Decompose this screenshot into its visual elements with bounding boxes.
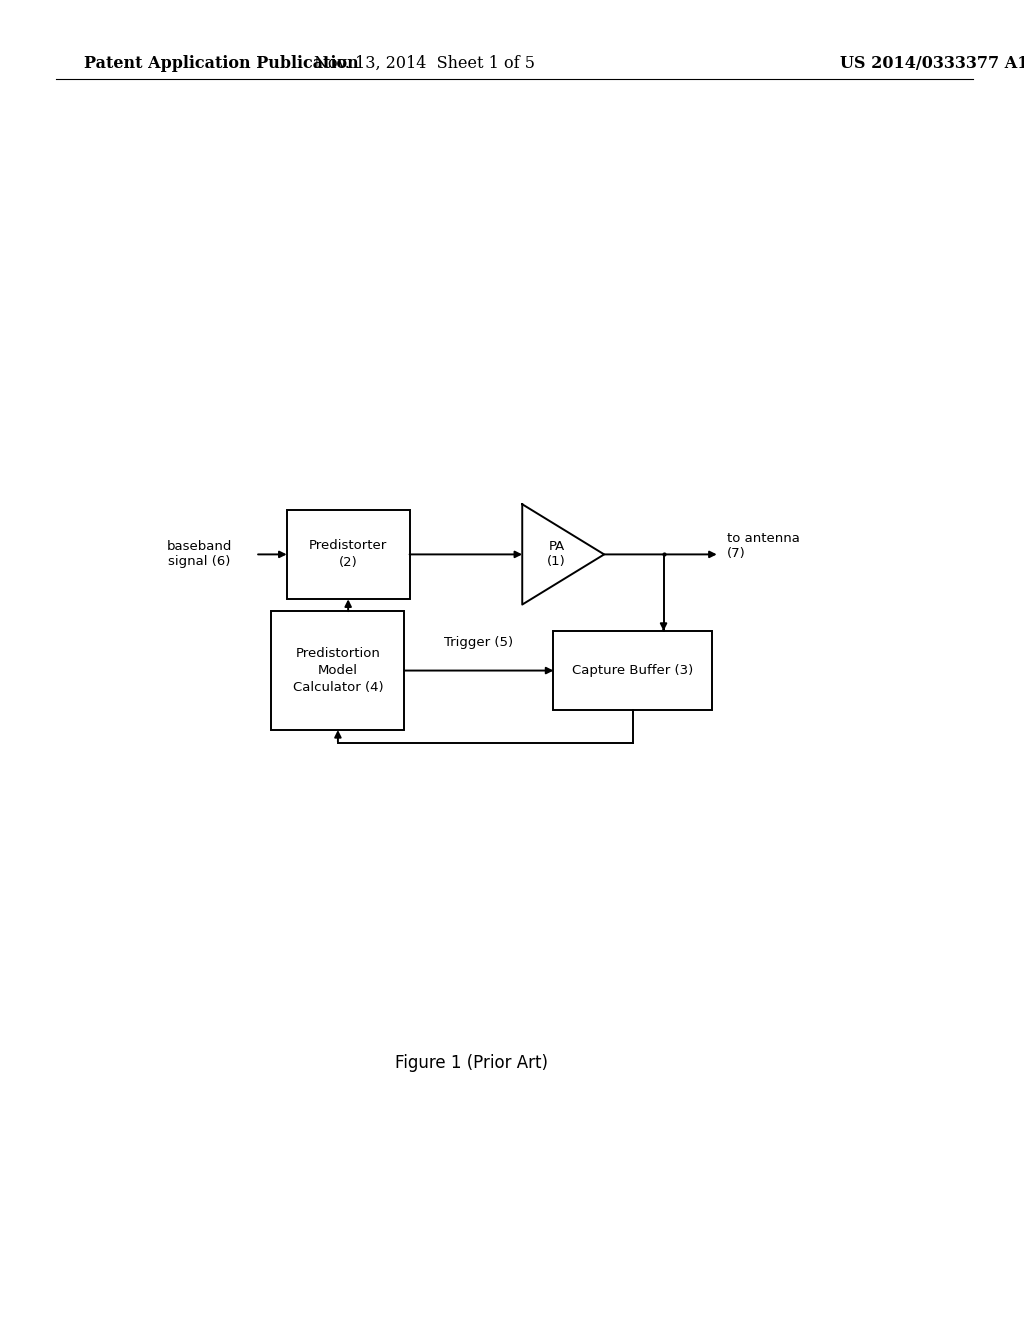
Text: US 2014/0333377 A1: US 2014/0333377 A1 xyxy=(840,55,1024,71)
Text: baseband
signal (6): baseband signal (6) xyxy=(167,540,232,569)
Text: PA
(1): PA (1) xyxy=(547,540,566,569)
Text: Figure 1 (Prior Art): Figure 1 (Prior Art) xyxy=(394,1053,548,1072)
Text: Capture Buffer (3): Capture Buffer (3) xyxy=(572,664,693,677)
Text: Predistortion
Model
Calculator (4): Predistortion Model Calculator (4) xyxy=(293,647,383,694)
Text: Predistorter
(2): Predistorter (2) xyxy=(309,540,387,569)
Bar xyxy=(553,631,713,710)
Text: to antenna
(7): to antenna (7) xyxy=(727,532,800,561)
Text: Trigger (5): Trigger (5) xyxy=(444,636,514,649)
Bar xyxy=(287,510,410,599)
Text: Nov. 13, 2014  Sheet 1 of 5: Nov. 13, 2014 Sheet 1 of 5 xyxy=(314,55,536,71)
Polygon shape xyxy=(522,504,604,605)
Text: Patent Application Publication: Patent Application Publication xyxy=(84,55,358,71)
Bar xyxy=(271,611,404,730)
